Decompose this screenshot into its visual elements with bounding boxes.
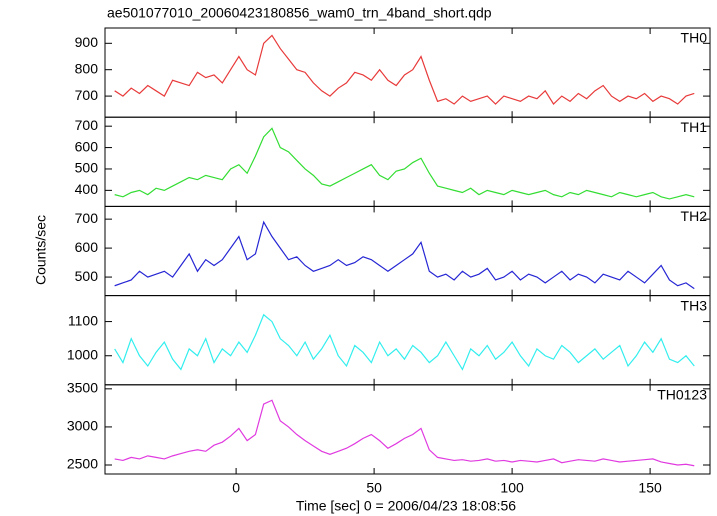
y-axis-label: Counts/sec — [33, 215, 49, 285]
y-tick-label: 500 — [75, 268, 99, 284]
y-tick-label: 600 — [75, 138, 99, 154]
y-tick-label: 1100 — [68, 312, 98, 328]
series-line — [114, 313, 695, 371]
y-tick-label: 400 — [75, 181, 99, 197]
panel-frame — [104, 205, 711, 297]
chart-title: ae501077010_20060423180856_wam0_trn_4ban… — [107, 5, 492, 21]
series-label: TH1 — [681, 119, 708, 135]
x-tick-label: 100 — [500, 480, 524, 496]
x-tick-label: 150 — [638, 480, 662, 496]
y-tick-label: 500 — [75, 160, 99, 176]
y-tick-label: 700 — [75, 210, 99, 226]
series-label: TH0123 — [657, 387, 707, 403]
y-tick-label: 3000 — [67, 418, 98, 434]
series-line — [114, 34, 695, 105]
y-tick-label: 2500 — [67, 456, 98, 472]
y-tick-label: 900 — [75, 34, 99, 50]
panel-frame — [104, 384, 711, 475]
y-tick-label: 3500 — [67, 380, 98, 396]
series-line — [114, 127, 695, 200]
series-line — [114, 220, 695, 290]
x-tick-label: 50 — [366, 480, 382, 496]
x-axis-label: Time [sec] 0 = 2006/04/23 18:08:56 — [296, 498, 516, 514]
series-label: TH2 — [681, 208, 708, 224]
series-label: TH0 — [681, 30, 708, 46]
y-tick-label: 700 — [75, 117, 99, 133]
x-tick-label: 0 — [232, 480, 240, 496]
panel-frame — [104, 295, 711, 386]
y-tick-label: 800 — [75, 60, 99, 76]
y-tick-label: 700 — [75, 87, 99, 103]
y-tick-label: 1000 — [67, 346, 98, 362]
series-label: TH3 — [681, 297, 708, 313]
y-tick-label: 600 — [75, 239, 99, 255]
series-line — [114, 399, 695, 467]
